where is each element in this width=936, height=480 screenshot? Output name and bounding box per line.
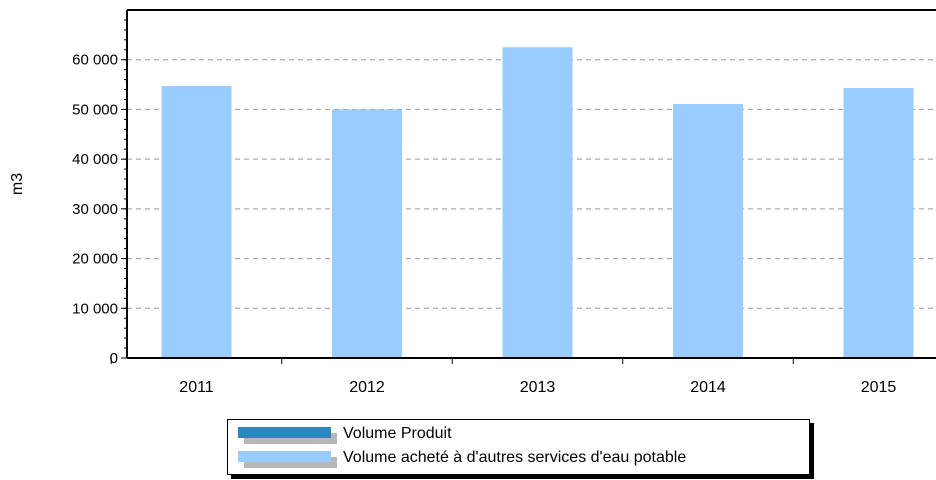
legend-label-volume-produit: Volume Produit xyxy=(343,425,452,442)
bars-layer xyxy=(161,47,914,359)
bar-2015 xyxy=(843,88,914,359)
y-tick-label: 0 xyxy=(110,350,118,367)
bar-2011 xyxy=(161,86,232,358)
legend-item-volume-achete: Volume acheté à d'autres services d'eau … xyxy=(228,447,809,471)
legend-swatch-volume-achete xyxy=(238,451,331,462)
x-tick-label: 2012 xyxy=(349,379,385,396)
legend: Volume Produit Volume acheté à d'autres … xyxy=(227,419,810,475)
bar-2014 xyxy=(673,103,743,359)
bar-2012 xyxy=(332,109,402,358)
bar-chart: 0 10 000 20 000 30 000 40 000 50 000 60 000 20… xyxy=(9,9,936,396)
legend-label-volume-achete: Volume acheté à d'autres services d'eau … xyxy=(343,449,687,466)
y-tick-label: 40 000 xyxy=(72,151,118,168)
y-tick-label: 50 000 xyxy=(72,101,118,118)
bar-2013 xyxy=(502,47,573,359)
x-tick-label: 2015 xyxy=(861,379,897,396)
x-tick-label: 2011 xyxy=(179,379,214,396)
y-tick-label: 20 000 xyxy=(72,251,118,268)
x-tick-label: 2013 xyxy=(520,379,556,396)
y-tick-label: 10 000 xyxy=(72,300,118,317)
y-tick-label: 60 000 xyxy=(72,52,118,69)
y-axis-title: m3 xyxy=(9,173,26,195)
x-tick-label: 2014 xyxy=(690,379,726,396)
y-tick-label: 30 000 xyxy=(72,201,118,218)
legend-swatch-volume-produit xyxy=(238,427,331,438)
legend-item-volume-produit: Volume Produit xyxy=(228,423,809,447)
x-ticks: 2011 2012 2013 2014 2015 xyxy=(110,358,897,396)
axes xyxy=(126,9,936,359)
y-ticks: 0 10 000 20 000 30 000 40 000 50 000 60 000 xyxy=(72,19,127,367)
